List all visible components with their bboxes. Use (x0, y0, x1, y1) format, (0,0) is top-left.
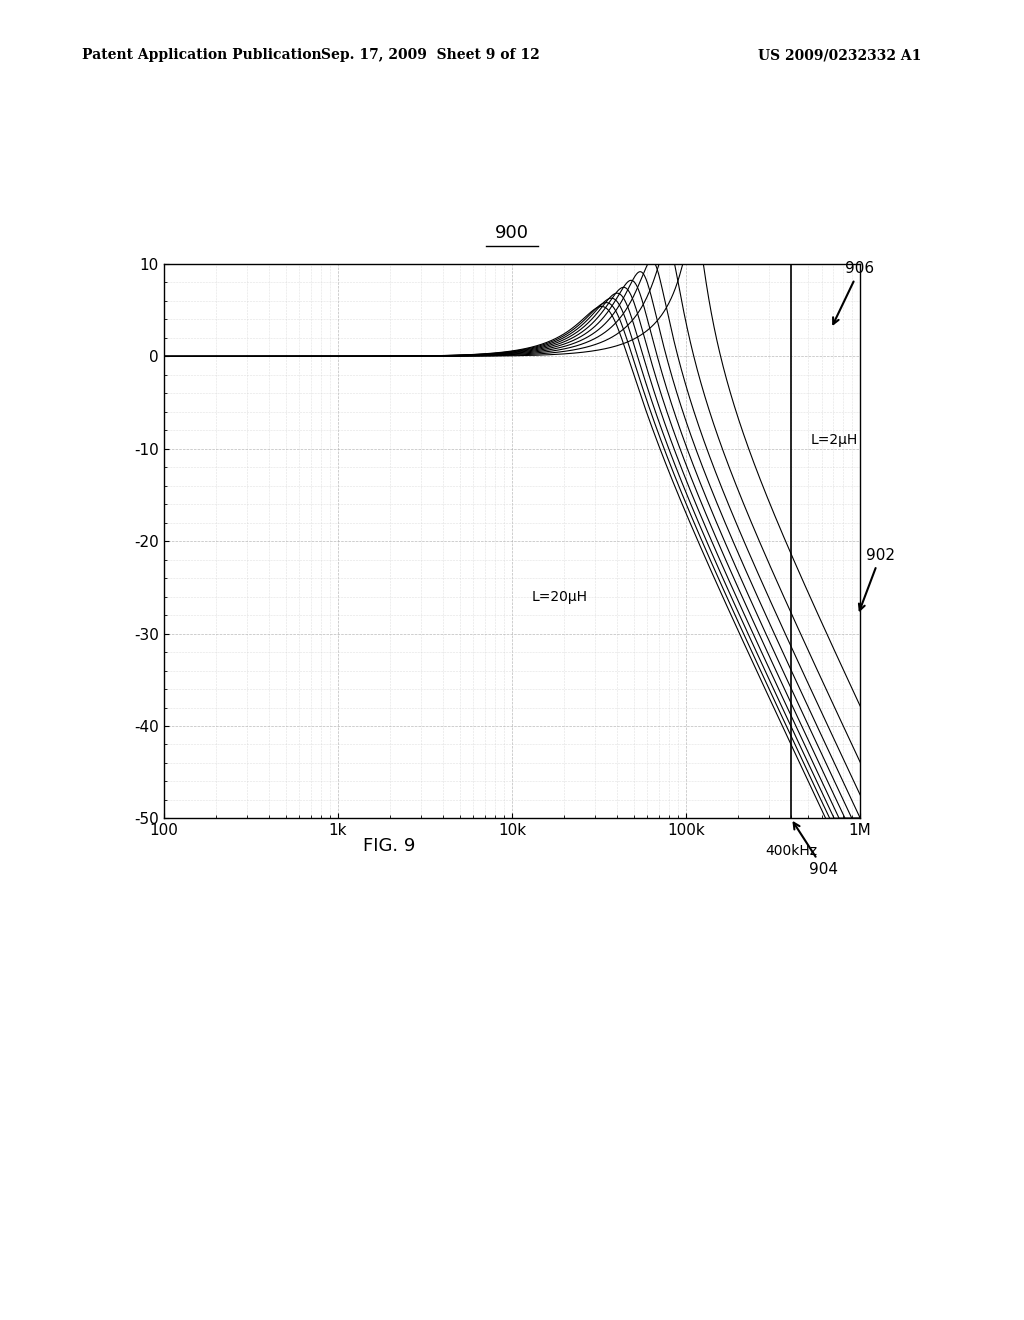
Text: 904: 904 (794, 822, 839, 876)
Text: Sep. 17, 2009  Sheet 9 of 12: Sep. 17, 2009 Sheet 9 of 12 (321, 49, 540, 62)
Text: 400kHz: 400kHz (765, 845, 817, 858)
Text: 902: 902 (859, 548, 895, 610)
Text: L=20μH: L=20μH (531, 590, 588, 603)
Text: L=2μH: L=2μH (811, 433, 858, 446)
Text: 900: 900 (495, 223, 529, 242)
Text: FIG. 9: FIG. 9 (362, 837, 416, 855)
Text: Patent Application Publication: Patent Application Publication (82, 49, 322, 62)
Text: 906: 906 (834, 261, 874, 325)
Text: US 2009/0232332 A1: US 2009/0232332 A1 (758, 49, 922, 62)
